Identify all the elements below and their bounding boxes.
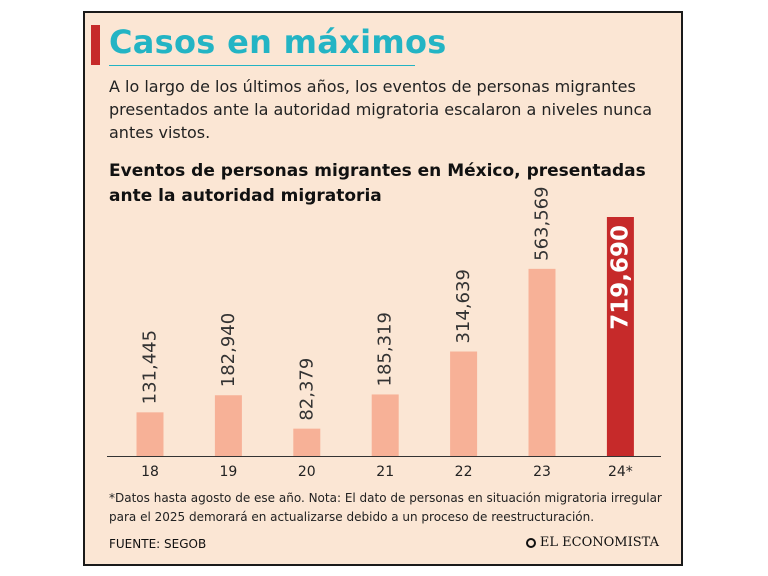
data-label: 314,639 bbox=[453, 269, 474, 343]
bar-24 bbox=[606, 217, 634, 456]
title-accent-bar bbox=[91, 25, 100, 65]
x-tick-label: 18 bbox=[141, 464, 159, 480]
bar-23 bbox=[528, 268, 556, 456]
data-label-highlight: 719,690 bbox=[607, 225, 633, 330]
data-label: 563,569 bbox=[532, 186, 553, 260]
x-tick-label: 19 bbox=[219, 464, 237, 480]
x-tick-label: 20 bbox=[298, 464, 316, 480]
bar-22 bbox=[450, 351, 478, 456]
bar-19 bbox=[214, 395, 242, 456]
data-label: 82,379 bbox=[296, 358, 317, 421]
source-label: FUENTE: SEGOB bbox=[109, 537, 207, 551]
bar-18 bbox=[136, 412, 164, 456]
chart-title: Eventos de personas migrantes en México,… bbox=[109, 161, 646, 206]
footnote: *Datos hasta agosto de ese año. Nota: El… bbox=[109, 491, 662, 524]
bar-chart: 18 131,445 19 182,940 20 82,379 21 185,319 22 314… bbox=[107, 186, 661, 480]
data-label: 185,319 bbox=[375, 312, 396, 386]
headline-underline bbox=[109, 65, 415, 66]
brand-logo: EL ECONOMISTA bbox=[525, 535, 659, 550]
x-tick-label: 21 bbox=[376, 464, 394, 480]
x-tick-label: 23 bbox=[533, 464, 551, 480]
data-label: 131,445 bbox=[140, 330, 161, 404]
x-tick-label: 24* bbox=[608, 464, 633, 480]
circle-logo-icon bbox=[525, 537, 536, 548]
x-tick-label: 22 bbox=[455, 464, 473, 480]
headline: Casos en máximos bbox=[109, 23, 447, 61]
bar-20 bbox=[293, 428, 321, 456]
subtitle: A lo largo de los últimos años, los even… bbox=[109, 77, 653, 142]
data-label: 182,940 bbox=[218, 313, 239, 387]
brand-name: EL ECONOMISTA bbox=[539, 535, 659, 550]
bar-21 bbox=[371, 394, 399, 456]
infographic-card: Casos en máximos A lo largo de los últim… bbox=[83, 11, 683, 566]
